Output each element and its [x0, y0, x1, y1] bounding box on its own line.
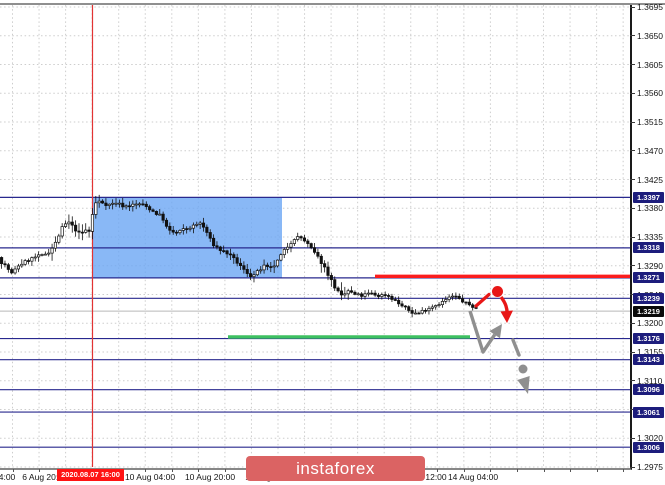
price-tick: [630, 466, 635, 468]
time-label: 10 Aug 20:00: [184, 472, 236, 482]
price-tick: [630, 92, 635, 94]
price-tick-label: 1.3110: [637, 375, 663, 386]
time-tick: [516, 469, 518, 472]
candles-layer: [0, 194, 478, 318]
price-level-badge: 1.3318: [633, 242, 664, 254]
price-tick-label: 1.3560: [637, 88, 663, 99]
gray-dot: [518, 364, 528, 374]
level-lines: [0, 196, 630, 448]
price-tick: [630, 150, 635, 152]
price-tick: [630, 236, 635, 238]
price-tick-label: 1.3605: [637, 59, 663, 70]
window-top-edge: [0, 0, 665, 5]
time-label: 6 Aug 20:00: [22, 472, 68, 482]
price-tick: [630, 380, 635, 382]
price-tick-label: 1.2975: [637, 462, 663, 472]
time-tick: [570, 469, 572, 472]
price-level-badge: 1.3397: [633, 191, 664, 203]
time-tick: [224, 469, 226, 472]
price-tick-label: 1.3020: [637, 433, 663, 444]
time-tick: [463, 469, 465, 472]
time-tick: [596, 469, 598, 472]
price-tick-label: 1.3515: [637, 117, 663, 127]
price-tick: [630, 207, 635, 209]
price-tick-label: 1.3380: [637, 203, 663, 214]
price-tick: [630, 179, 635, 180]
price-tick-label: 1.3695: [637, 2, 663, 12]
red-dot: [492, 286, 503, 297]
price-level-badge: 1.3176: [633, 333, 664, 345]
price-tick: [630, 6, 635, 8]
time-tick: [437, 469, 439, 472]
price-tick-label: 1.3290: [637, 260, 663, 271]
forecast-arrows: [468, 286, 530, 394]
price-tick: [630, 322, 635, 324]
price-tick-label: 1.3155: [637, 347, 663, 357]
price-tick-label: 1.3335: [637, 232, 663, 242]
price-tick: [630, 351, 635, 353]
time-tick: [171, 469, 173, 472]
price-tick: [630, 64, 635, 65]
price-level-badge: 1.3271: [633, 272, 664, 284]
time-tick: [623, 469, 625, 472]
time-label: 14 Aug 04:00: [447, 472, 499, 482]
gray-dashed-arrow: [511, 338, 521, 357]
watermark-text: instaforex: [296, 458, 375, 478]
price-tick: [630, 121, 635, 123]
time-label: 10 Aug 04:00: [124, 472, 176, 482]
price-axis: 1.3695 1.3650 1.3605 1.3560 1.3515 1.3470 1.34…: [630, 2, 665, 472]
price-level-badge: 1.3239: [633, 292, 664, 304]
price-level-badge: 1.3096: [633, 384, 664, 396]
highlighted-timestamp-badge: 2020.08.07 16:00: [57, 469, 124, 481]
price-tick-label: 1.3200: [637, 318, 663, 329]
time-label: 4:00: [0, 472, 16, 482]
price-tick: [630, 409, 635, 410]
price-tick-label: 1.3650: [637, 30, 663, 41]
time-tick: [145, 469, 147, 472]
time-tick: [490, 469, 492, 472]
red-trend-segment: [474, 292, 491, 308]
price-level-badge: 1.3219: [633, 305, 664, 317]
time-tick: [12, 469, 14, 472]
time-tick: [39, 469, 41, 472]
candlestick-chart: [0, 5, 630, 468]
price-tick: [630, 265, 635, 267]
price-level-badge: 1.3061: [633, 406, 664, 418]
price-level-badge: 1.3143: [633, 354, 664, 366]
instaforex-watermark: instaforex: [246, 456, 425, 481]
time-label: 12:00: [425, 472, 447, 482]
time-tick: [543, 469, 545, 472]
price-tick: [630, 437, 635, 439]
time-tick: [198, 469, 200, 472]
price-tick: [630, 35, 635, 37]
price-level-badge: 1.3006: [633, 441, 664, 453]
chart-plot-area[interactable]: [0, 5, 632, 470]
consolidation-zone: [93, 197, 282, 278]
price-tick-label: 1.3470: [637, 145, 663, 156]
price-tick: [630, 294, 635, 295]
price-tick-label: 1.3425: [637, 174, 663, 185]
gray-zigzag-arrow: [468, 310, 497, 354]
